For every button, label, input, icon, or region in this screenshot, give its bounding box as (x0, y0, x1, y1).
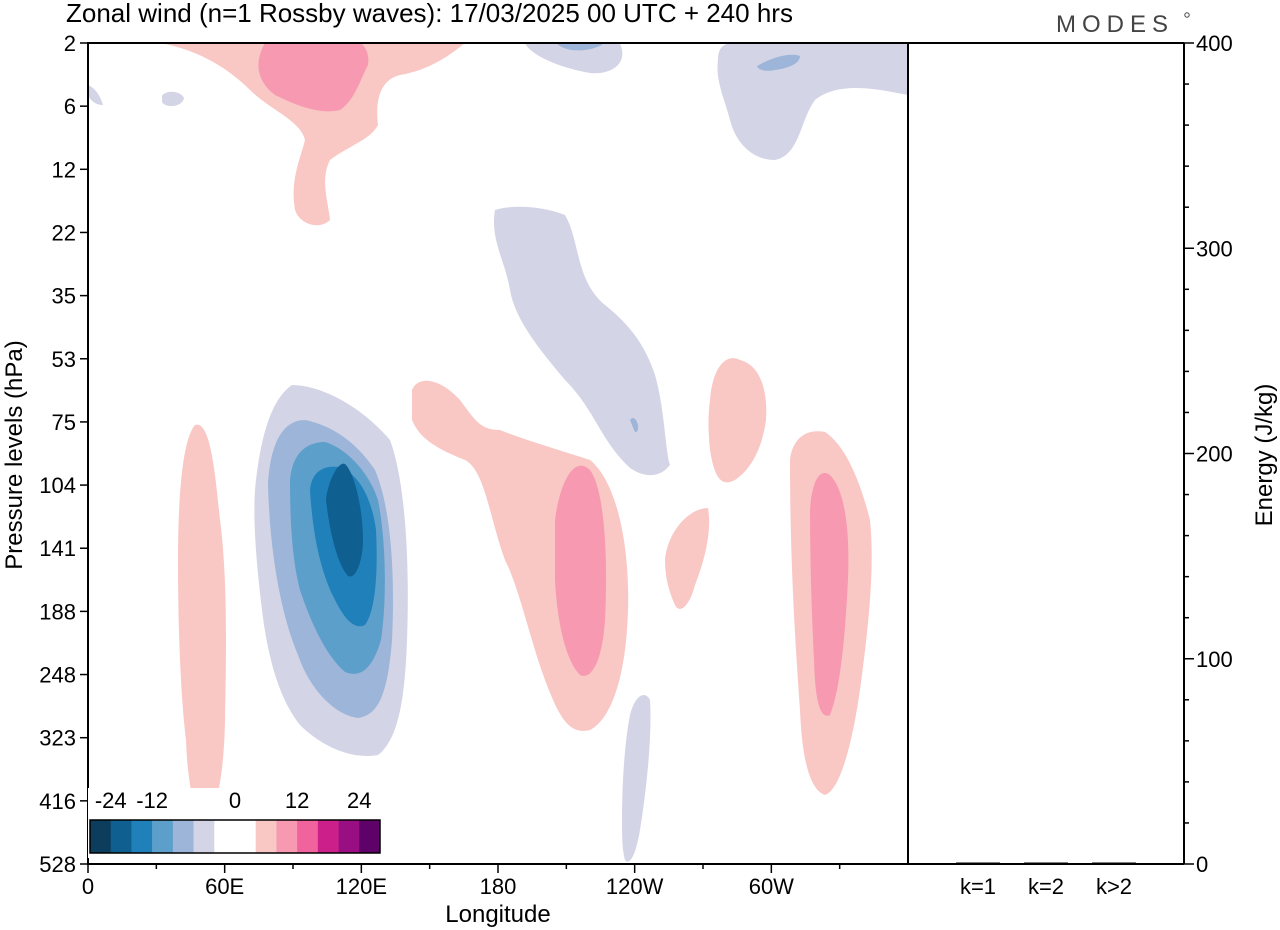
energy-bar (1092, 862, 1136, 864)
energy-tick-label: 0 (1196, 852, 1208, 877)
y-tick-label: 416 (39, 789, 76, 814)
chart-title: Zonal wind (n=1 Rossby waves): 17/03/202… (66, 0, 793, 28)
colorbar-frame (89, 819, 381, 854)
contour-region (555, 465, 607, 676)
y-axis-label: Pressure levels (hPa) (1, 340, 28, 569)
contour-region (622, 695, 651, 862)
y-tick-label: 75 (52, 410, 76, 435)
y-tick-label: 2 (64, 31, 76, 56)
contour-region (708, 358, 767, 483)
contour-region (162, 91, 184, 107)
x-tick-label: 120E (336, 874, 387, 899)
x-axis-label: Longitude (445, 901, 550, 928)
energy-axis-label: Energy (J/kg) (1251, 384, 1278, 527)
contour-region (160, 43, 465, 226)
contour-region (493, 206, 670, 476)
energy-bar (1024, 862, 1068, 864)
colorbar-label: 24 (347, 788, 371, 813)
colorbar-label: -24 (95, 788, 127, 813)
colorbar-swatch (297, 820, 319, 853)
colorbar-swatch (110, 820, 132, 853)
contour-region (810, 473, 849, 716)
contour-map (88, 43, 908, 862)
colorbar-label: -12 (136, 788, 168, 813)
energy-tick-label: 200 (1196, 442, 1233, 467)
x-tick-label: 60W (749, 874, 794, 899)
contour-region (665, 508, 710, 609)
y-tick-label: 12 (52, 157, 76, 182)
colorbar-swatch (276, 820, 298, 853)
colorbar-label: 0 (229, 788, 241, 813)
contour-region (556, 43, 603, 51)
x-tick-label: 60E (205, 874, 244, 899)
contour-region (258, 43, 369, 112)
x-tick-label: 0 (82, 874, 94, 899)
y-tick-label: 323 (39, 726, 76, 751)
energy-tick-label: 400 (1196, 31, 1233, 56)
energy-bar (956, 862, 1000, 864)
colorbar-swatch (172, 820, 194, 853)
colorbar-swatch (359, 820, 381, 853)
contour-region (326, 463, 363, 577)
colorbar-swatch (214, 820, 236, 853)
colorbar-swatch (255, 820, 277, 853)
contour-region (525, 43, 623, 74)
energy-tick-label: 300 (1196, 236, 1233, 261)
energy-category-label: k>2 (1096, 874, 1132, 899)
x-tick-label: 120W (606, 874, 664, 899)
colorbar-swatch (90, 820, 112, 853)
colorbar: -24 -12 0 12 24 (88, 788, 382, 858)
contour-region (88, 85, 103, 105)
contour-region (178, 424, 226, 822)
energy-tick-label: 100 (1196, 647, 1233, 672)
contour-region (630, 417, 639, 433)
modes-logo: MODES (1056, 11, 1174, 38)
y-tick-label: 528 (39, 852, 76, 877)
colorbar-label: 12 (285, 788, 309, 813)
x-tick-label: 180 (480, 874, 517, 899)
colorbar-swatch (338, 820, 360, 853)
registered-mark-icon (1184, 12, 1190, 18)
energy-category-label: k=2 (1028, 874, 1064, 899)
y-tick-label: 35 (52, 284, 76, 309)
y-tick-label: 104 (39, 473, 76, 498)
y-tick-label: 141 (39, 536, 76, 561)
colorbar-swatch (193, 820, 215, 853)
colorbar-swatch (131, 820, 153, 853)
colorbar-swatch (235, 820, 257, 853)
contour-region (717, 43, 908, 160)
energy-category-label: k=1 (960, 874, 996, 899)
contour-region (757, 54, 800, 71)
colorbar-swatch (152, 820, 174, 853)
y-tick-label: 53 (52, 347, 76, 372)
colorbar-swatch (317, 820, 339, 853)
y-tick-label: 22 (52, 220, 76, 245)
y-tick-label: 188 (39, 599, 76, 624)
y-tick-label: 248 (39, 663, 76, 688)
y-tick-label: 6 (64, 94, 76, 119)
